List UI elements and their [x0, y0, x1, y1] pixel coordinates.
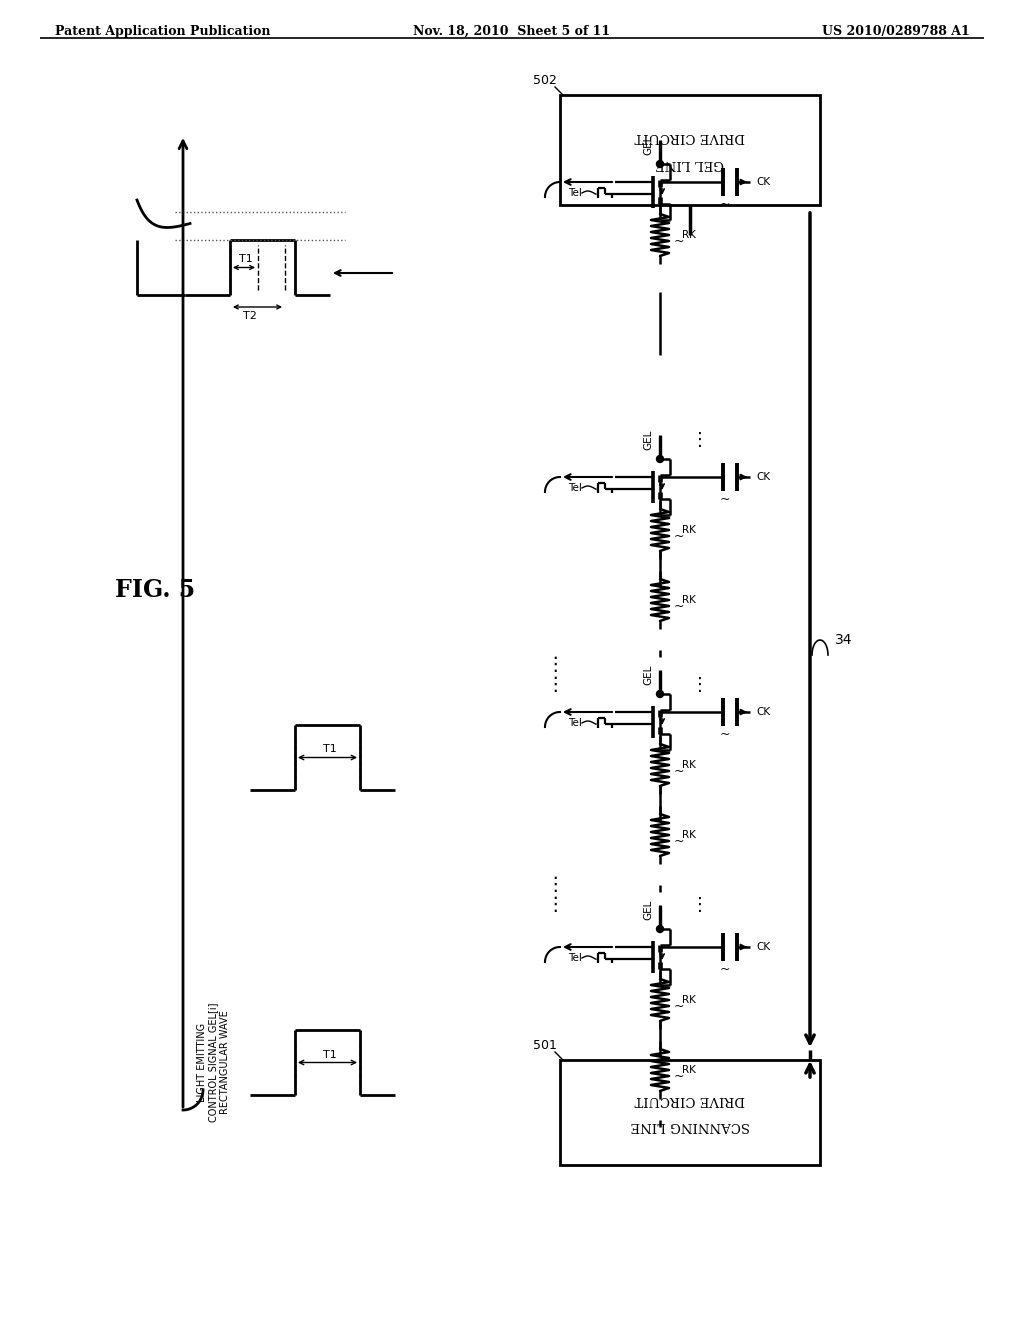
Text: CK: CK [756, 708, 770, 717]
Text: ~: ~ [674, 599, 684, 612]
Text: Tel: Tel [568, 953, 582, 964]
Text: ~: ~ [720, 492, 730, 506]
Text: ~: ~ [720, 962, 730, 975]
Text: RK: RK [682, 760, 696, 770]
Text: ⋮: ⋮ [545, 895, 565, 915]
Text: GEL LINE: GEL LINE [655, 157, 724, 170]
Text: GEL: GEL [643, 135, 653, 154]
Circle shape [656, 690, 664, 697]
Text: RK: RK [682, 995, 696, 1005]
Text: DRIVE CIRCUIT: DRIVE CIRCUIT [635, 1093, 745, 1106]
Bar [560, 95, 820, 205]
Text: FIG. 5: FIG. 5 [115, 578, 196, 602]
Text: ~: ~ [720, 198, 730, 210]
Text: ~: ~ [720, 727, 730, 741]
Text: GEL: GEL [643, 429, 653, 450]
Text: US 2010/0289788 A1: US 2010/0289788 A1 [822, 25, 970, 38]
Text: LIGHT EMITTING
CONTROL SIGNAL GEL[i]
RECTANGULAR WAVE: LIGHT EMITTING CONTROL SIGNAL GEL[i] REC… [197, 1003, 230, 1122]
Text: 34: 34 [835, 634, 853, 647]
Text: Tel: Tel [568, 187, 582, 198]
Text: 502: 502 [534, 74, 557, 87]
Text: CK: CK [756, 177, 770, 187]
Circle shape [656, 925, 664, 932]
Circle shape [656, 161, 664, 168]
Text: T1: T1 [323, 744, 336, 755]
Text: ~: ~ [674, 529, 684, 543]
Text: ⋮: ⋮ [545, 676, 565, 694]
Text: RK: RK [682, 230, 696, 240]
Text: ~: ~ [674, 999, 684, 1012]
Text: ⋮: ⋮ [545, 875, 565, 895]
Text: T1: T1 [323, 1049, 336, 1060]
Text: Nov. 18, 2010  Sheet 5 of 11: Nov. 18, 2010 Sheet 5 of 11 [414, 25, 610, 38]
Text: CK: CK [756, 942, 770, 952]
Text: GEL: GEL [643, 665, 653, 685]
Text: Tel: Tel [568, 718, 582, 729]
Text: SCANNING LINE: SCANNING LINE [630, 1118, 750, 1131]
Text: 501: 501 [534, 1039, 557, 1052]
Text: ~: ~ [674, 834, 684, 847]
Text: RK: RK [682, 830, 696, 840]
Text: CK: CK [756, 473, 770, 482]
Text: ⋮: ⋮ [545, 656, 565, 675]
Text: ⋮: ⋮ [691, 676, 709, 694]
Text: Patent Application Publication: Patent Application Publication [55, 25, 270, 38]
Text: RK: RK [682, 1065, 696, 1074]
Text: DRIVE CIRCUIT: DRIVE CIRCUIT [635, 131, 745, 144]
Text: ~: ~ [674, 235, 684, 248]
Text: RK: RK [682, 525, 696, 535]
Text: GEL: GEL [643, 900, 653, 920]
Text: ⋮: ⋮ [691, 432, 709, 449]
Text: T1: T1 [240, 255, 253, 264]
Text: RK: RK [682, 595, 696, 605]
Circle shape [656, 455, 664, 462]
Text: ~: ~ [674, 764, 684, 777]
Text: ~: ~ [674, 1069, 684, 1082]
Text: T2: T2 [243, 312, 257, 321]
Text: Tel: Tel [568, 483, 582, 492]
Text: ⋮: ⋮ [691, 896, 709, 913]
Bar [560, 1060, 820, 1166]
